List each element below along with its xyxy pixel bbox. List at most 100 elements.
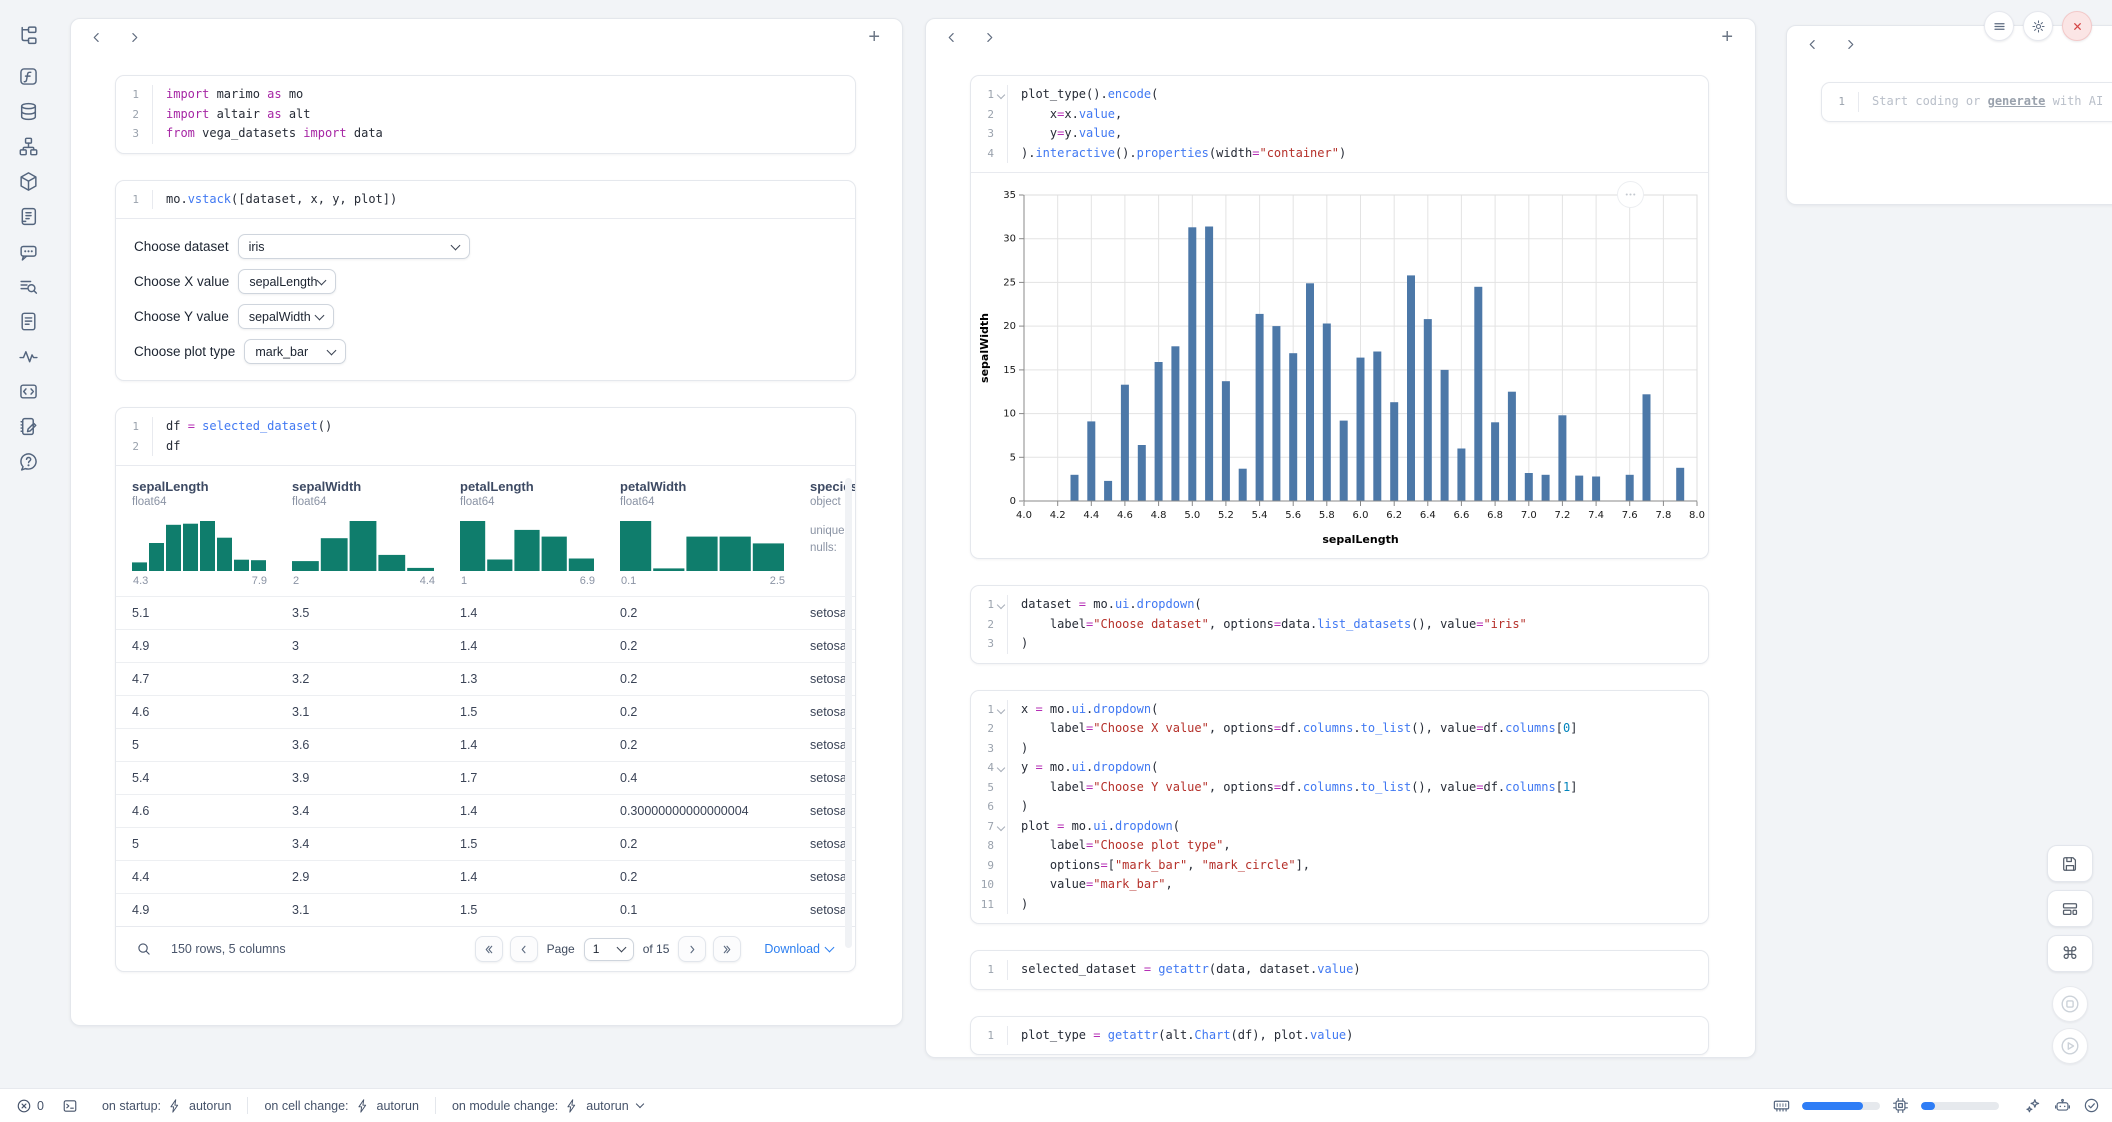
control-label: Choose X value: [134, 274, 229, 289]
terminal-button[interactable]: [58, 1098, 82, 1114]
svg-text:7.0: 7.0: [1521, 510, 1537, 521]
code-editor[interactable]: 1Start coding or generate with AI: [1822, 83, 2112, 121]
play-icon: [2060, 1036, 2080, 1056]
table-row[interactable]: 53.41.50.2setosa: [116, 827, 855, 860]
sidebar-item-tracing[interactable]: [10, 339, 46, 373]
add-cell-button[interactable]: +: [1715, 26, 1739, 48]
page-select[interactable]: 1: [584, 938, 634, 961]
download-button[interactable]: Download: [758, 941, 839, 957]
table-column-header[interactable]: petalWidthfloat640.12.5: [620, 479, 810, 596]
sidebar-item-chat[interactable]: [10, 234, 46, 268]
move-column-right-button[interactable]: [1837, 32, 1863, 56]
line-number: 3: [971, 634, 1007, 654]
fold-marker-icon[interactable]: [997, 705, 1005, 713]
code-editor[interactable]: 1mo.vstack([dataset, x, y, plot]): [116, 181, 855, 219]
ai-sparkles-button[interactable]: [2025, 1097, 2042, 1114]
line-number-gutter: 1234567891011: [971, 700, 1008, 915]
sidebar-item-dependencies[interactable]: [10, 129, 46, 163]
table-row[interactable]: 5.13.51.40.2setosa: [116, 596, 855, 629]
on-module-change-mode-button[interactable]: on module change: autorun: [448, 1098, 647, 1114]
fold-marker-icon[interactable]: [997, 822, 1005, 830]
code-editor[interactable]: 1234plot_type().encode( x=x.value, y=y.v…: [971, 76, 1708, 172]
save-button[interactable]: [2047, 845, 2093, 882]
sidebar-item-logs[interactable]: [10, 269, 46, 303]
connection-status-button[interactable]: [2083, 1097, 2100, 1114]
table-column-header[interactable]: petalLengthfloat6416.9: [460, 479, 620, 596]
table-row[interactable]: 4.73.21.30.2setosa: [116, 662, 855, 695]
control-label: Choose Y value: [134, 309, 229, 324]
check-circle-icon: [2083, 1097, 2100, 1114]
generate-with-ai-link[interactable]: generate: [1988, 94, 2046, 108]
assistant-button[interactable]: [2054, 1097, 2071, 1114]
table-row[interactable]: 4.63.11.50.2setosa: [116, 695, 855, 728]
dataset-select[interactable]: iris: [238, 234, 470, 259]
sidebar-item-snippets[interactable]: [10, 374, 46, 408]
sidebar-item-packages[interactable]: [10, 164, 46, 198]
on-cell-change-mode-button[interactable]: on cell change: autorun: [260, 1098, 423, 1114]
code-editor[interactable]: 123dataset = mo.ui.dropdown( label="Choo…: [971, 586, 1708, 663]
table-column-header[interactable]: sepalWidthfloat6424.4: [292, 479, 460, 596]
sidebar-item-datasources[interactable]: [10, 94, 46, 128]
menu-button[interactable]: [1984, 11, 2014, 41]
table-cell: 3: [292, 639, 460, 653]
y-value-select[interactable]: sepalWidth: [238, 304, 334, 329]
next-page-button[interactable]: [678, 936, 706, 962]
sidebar-item-documentation[interactable]: [10, 304, 46, 338]
code-editor[interactable]: 123import marimo as moimport altair as a…: [116, 76, 855, 153]
terminal-icon: [62, 1098, 78, 1114]
on-startup-mode-button[interactable]: on startup: autorun: [98, 1098, 235, 1114]
activity-bar: [0, 0, 56, 1088]
move-column-left-button[interactable]: [938, 25, 964, 49]
cpu-icon: [1892, 1097, 1909, 1114]
code-editor[interactable]: 12df = selected_dataset()df: [116, 408, 855, 465]
table-scrollbar[interactable]: [845, 478, 852, 948]
errors-button[interactable]: 0: [12, 1098, 48, 1114]
sidebar-item-scratchpad[interactable]: [10, 199, 46, 233]
code-line: ): [1021, 739, 1708, 759]
keyboard-shortcuts-button[interactable]: ⌘: [2047, 935, 2093, 972]
hamburger-menu-icon: [1992, 19, 2007, 34]
move-column-left-button[interactable]: [83, 25, 109, 49]
x-value-select[interactable]: sepalLength: [238, 269, 336, 294]
table-row[interactable]: 4.93.11.50.1setosa: [116, 893, 855, 926]
move-column-left-button[interactable]: [1799, 32, 1825, 56]
code-editor[interactable]: 1selected_dataset = getattr(data, datase…: [971, 951, 1708, 989]
pg-first-icon: [482, 943, 495, 956]
table-column-header[interactable]: sepalLengthfloat644.37.9: [132, 479, 292, 596]
previous-page-button[interactable]: [510, 936, 538, 962]
last-page-button[interactable]: [713, 936, 741, 962]
code-line: dataset = mo.ui.dropdown(: [1021, 595, 1708, 615]
table-search-button[interactable]: [132, 941, 156, 957]
first-page-button[interactable]: [475, 936, 503, 962]
move-column-right-button[interactable]: [976, 25, 1002, 49]
chart-actions-button[interactable]: [1617, 181, 1644, 208]
fold-marker-icon[interactable]: [997, 601, 1005, 609]
table-row[interactable]: 4.42.91.40.2setosa: [116, 860, 855, 893]
fold-marker-icon[interactable]: [997, 764, 1005, 772]
sidebar-item-help[interactable]: [10, 444, 46, 478]
sidebar-item-functions[interactable]: [10, 59, 46, 93]
code-editor[interactable]: 1234567891011x = mo.ui.dropdown( label="…: [971, 691, 1708, 924]
plot-type-select[interactable]: mark_bar: [244, 339, 346, 364]
column-min-max: 0.12.5: [620, 575, 786, 596]
sidebar-item-file-explorer[interactable]: [10, 18, 46, 52]
table-row[interactable]: 53.61.40.2setosa: [116, 728, 855, 761]
sidebar-item-notes[interactable]: [10, 409, 46, 443]
code-editor[interactable]: 1plot_type = getattr(alt.Chart(df), plot…: [971, 1017, 1708, 1055]
table-row[interactable]: 5.43.91.70.4setosa: [116, 761, 855, 794]
divider: [435, 1097, 436, 1114]
move-column-right-button[interactable]: [121, 25, 147, 49]
shutdown-button[interactable]: [2062, 11, 2092, 41]
table-row[interactable]: 4.63.41.40.30000000000000004setosa: [116, 794, 855, 827]
table-cell: 0.2: [620, 738, 810, 752]
table-cell: 1.7: [460, 771, 620, 785]
stop-all-button[interactable]: [2052, 986, 2088, 1022]
table-row[interactable]: 4.931.40.2setosa: [116, 629, 855, 662]
layout-toggle-button[interactable]: [2047, 890, 2093, 927]
table-cell: 3.4: [292, 837, 460, 851]
fold-marker-icon[interactable]: [997, 91, 1005, 99]
run-all-button[interactable]: [2052, 1028, 2088, 1064]
add-cell-button[interactable]: +: [862, 26, 886, 48]
settings-button[interactable]: [2023, 11, 2053, 41]
vstack-cell: 1mo.vstack([dataset, x, y, plot]) Choose …: [115, 180, 856, 382]
